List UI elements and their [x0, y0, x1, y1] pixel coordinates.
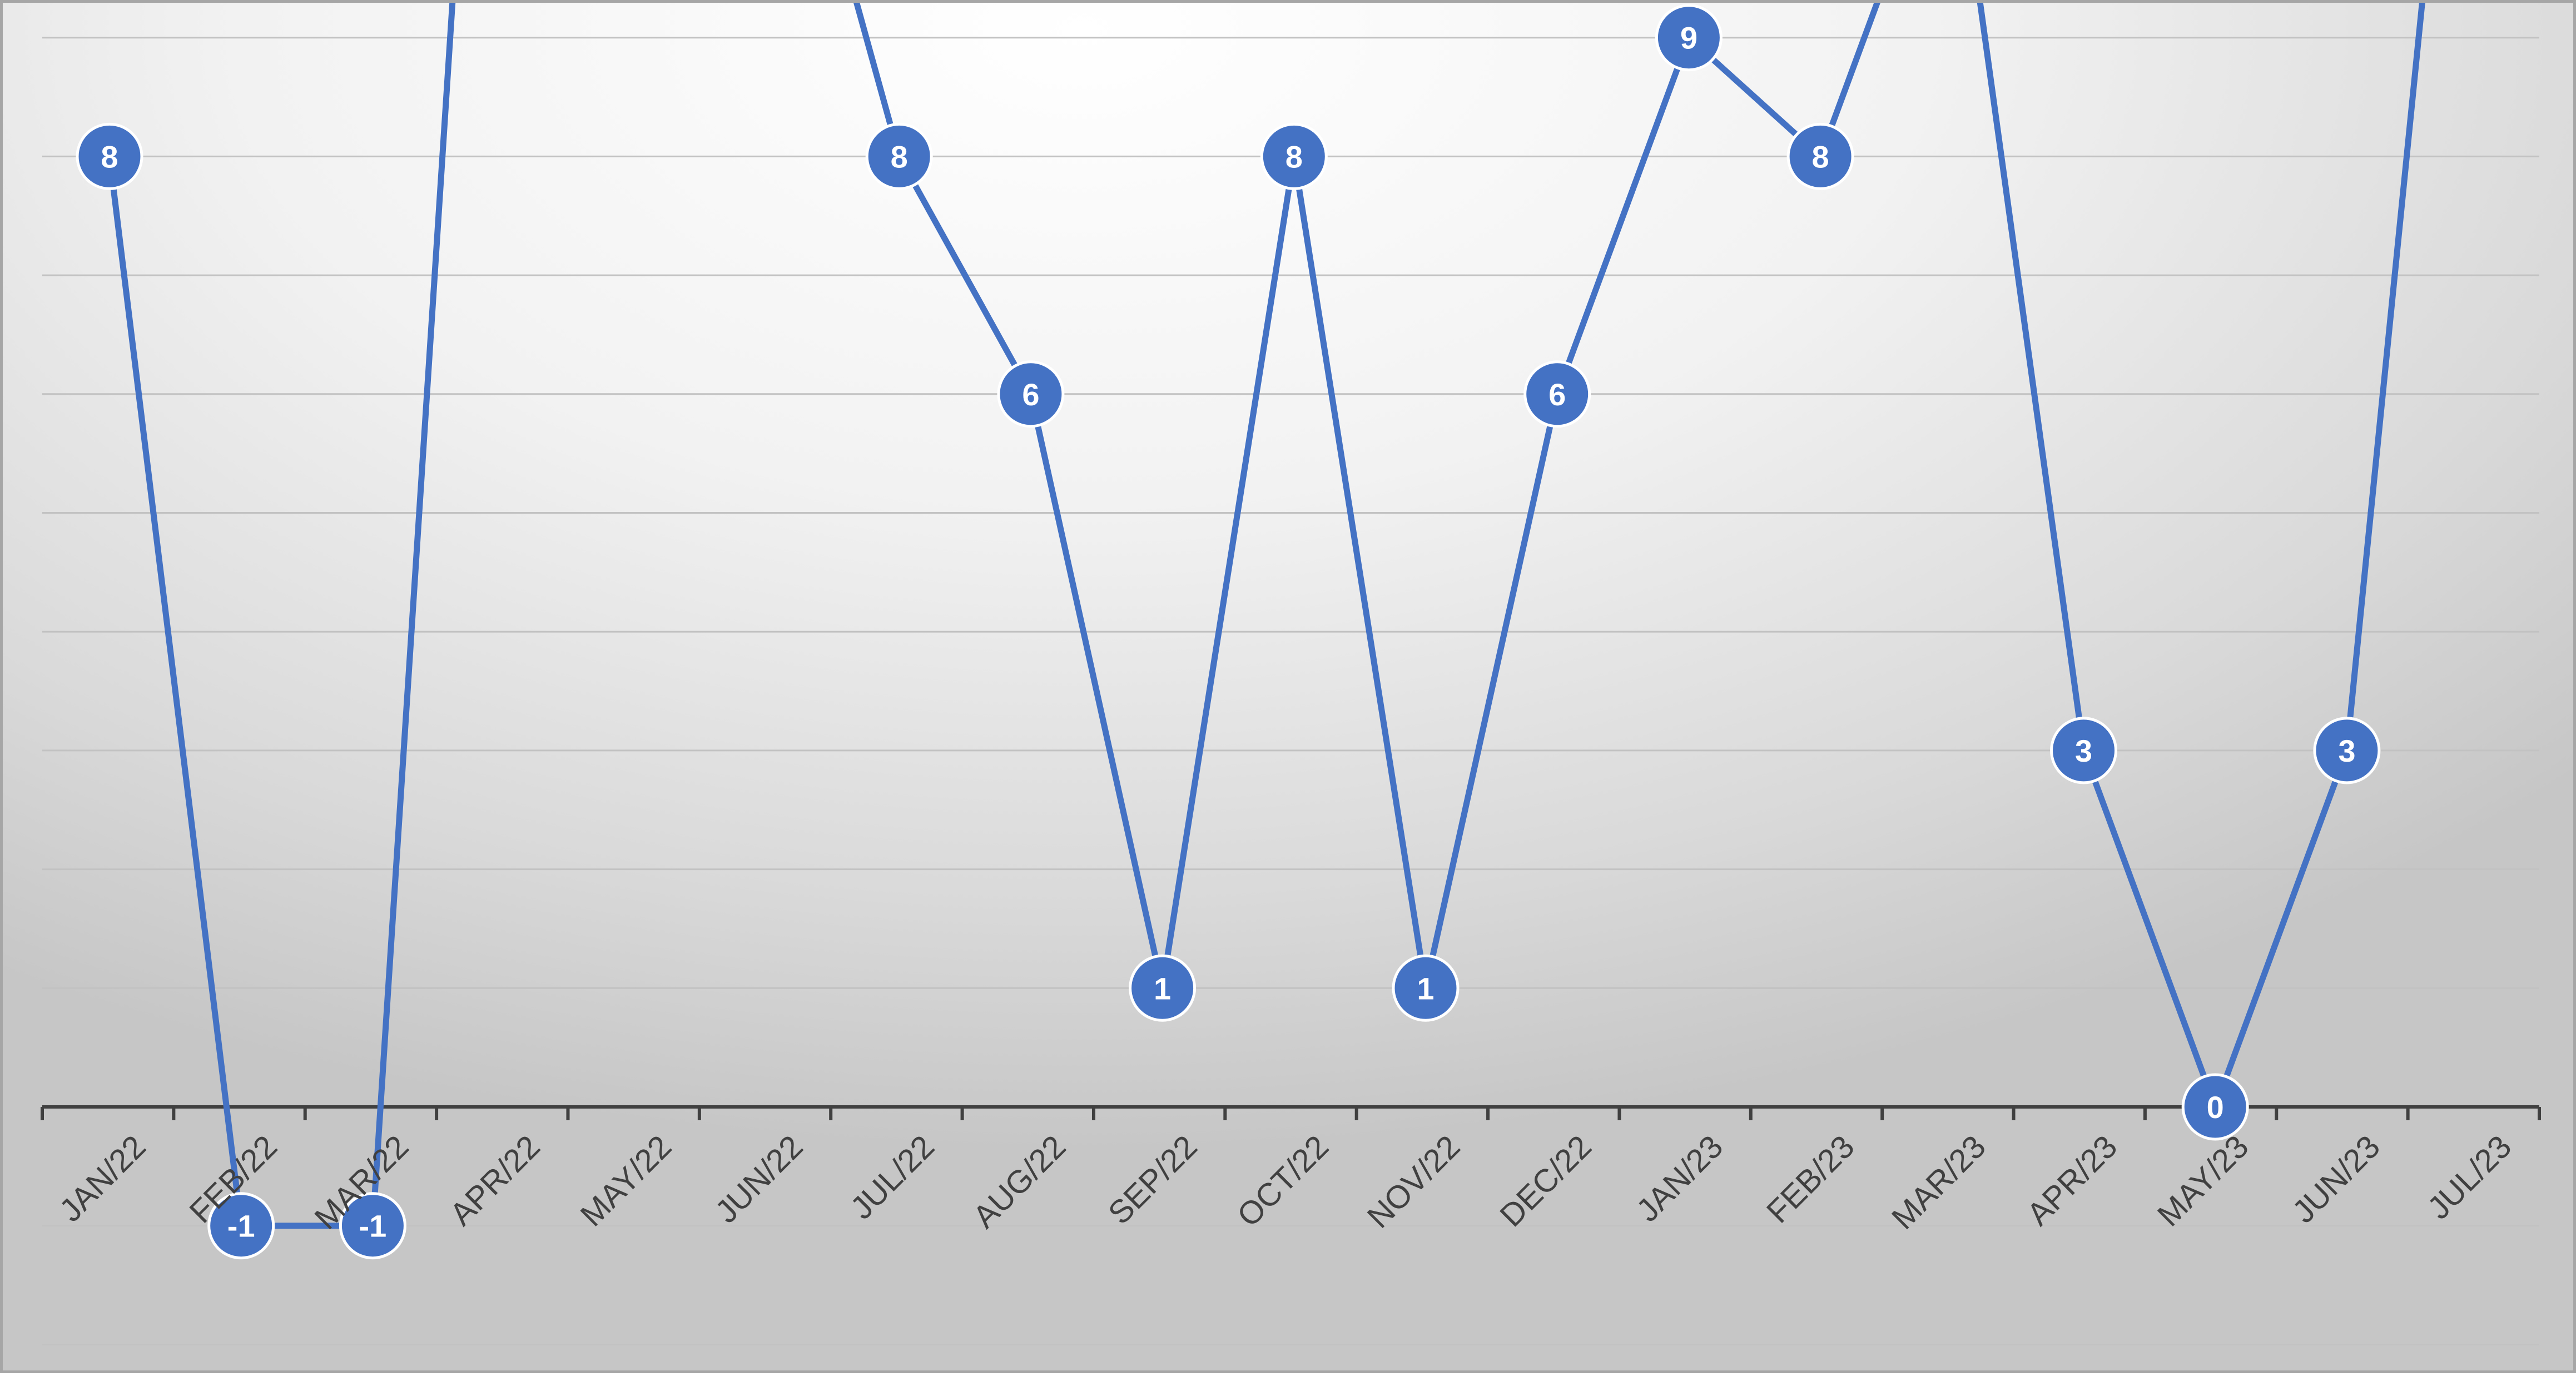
- data-label: 1: [1154, 971, 1171, 1006]
- gridlines: [42, 37, 2539, 1345]
- data-marker: [2181, 1073, 2249, 1141]
- data-marker: [1129, 954, 1197, 1022]
- data-point: 3: [2313, 717, 2381, 784]
- data-marker: [2313, 717, 2381, 784]
- data-label: 1: [1417, 971, 1434, 1006]
- data-point: 8: [865, 122, 933, 190]
- data-label: 9: [1680, 21, 1698, 56]
- data-marker: [1655, 4, 1723, 72]
- data-point: 1: [1129, 954, 1197, 1022]
- data-markers: 8-1-1161112861816981130314: [76, 4, 2381, 1260]
- data-label: 8: [1285, 139, 1303, 174]
- data-marker: [1786, 122, 1854, 190]
- x-tick-label: OCT/22: [1230, 1129, 1336, 1234]
- x-tick-label: FEB/23: [1760, 1129, 1862, 1230]
- data-marker: [1523, 360, 1591, 428]
- x-tick-label: JAN/23: [1630, 1129, 1730, 1229]
- data-point: -1: [339, 1192, 406, 1260]
- x-tick-label: JUL/23: [2421, 1129, 2519, 1226]
- line-chart: 8-1-1161112861816981130314 JAN/22FEB/22M…: [41, 3, 2541, 1345]
- x-tick-label: NOV/22: [1361, 1129, 1467, 1235]
- data-point: 8: [76, 122, 143, 190]
- data-marker: [339, 1192, 406, 1260]
- data-point: 6: [997, 360, 1065, 428]
- x-tick-label: JUN/23: [2285, 1129, 2387, 1230]
- x-tick-label: DEC/22: [1493, 1129, 1599, 1234]
- data-label: -1: [227, 1209, 255, 1244]
- data-label: 0: [2207, 1090, 2224, 1125]
- data-marker: [865, 122, 933, 190]
- x-tick-label: MAR/23: [1885, 1129, 1993, 1236]
- data-label: 8: [1812, 139, 1829, 174]
- x-tick-label: AUG/22: [966, 1129, 1073, 1235]
- data-point: 8: [1260, 122, 1328, 190]
- x-tick-label: JUL/22: [843, 1129, 941, 1226]
- data-point: 1: [1392, 954, 1460, 1022]
- data-label: 8: [101, 139, 118, 174]
- data-point: 0: [2181, 1073, 2249, 1141]
- data-label: 3: [2338, 733, 2355, 768]
- data-point: 8: [1786, 122, 1854, 190]
- x-tick-label: SEP/22: [1101, 1129, 1204, 1231]
- data-label: 3: [2075, 733, 2092, 768]
- data-marker: [1392, 954, 1460, 1022]
- data-label: 6: [1022, 377, 1039, 412]
- x-axis: [41, 1105, 2541, 1120]
- tick-labels: JAN/22 FEB/22 MAR/22 APR/22 MAY/22 JUN/22 JUL/…: [52, 1129, 2518, 1236]
- data-point: 3: [2050, 717, 2117, 784]
- x-tick-label: JAN/22: [52, 1129, 152, 1229]
- data-point: 6: [1523, 360, 1591, 428]
- data-point: -1: [207, 1192, 275, 1260]
- x-tick-label: APR/23: [2020, 1129, 2124, 1233]
- x-tick-label: JUN/22: [708, 1129, 810, 1230]
- data-marker: [997, 360, 1065, 428]
- x-tick-label: MAY/22: [573, 1129, 678, 1234]
- data-label: 6: [1548, 377, 1566, 412]
- data-marker: [1260, 122, 1328, 190]
- x-tick-label: MAY/23: [2151, 1129, 2256, 1234]
- data-point: 9: [1655, 4, 1723, 72]
- x-tick-label: APR/22: [443, 1129, 547, 1233]
- data-marker: [2050, 717, 2117, 784]
- data-label: 8: [891, 139, 908, 174]
- data-label: -1: [359, 1209, 387, 1244]
- data-marker: [207, 1192, 275, 1260]
- data-marker: [76, 122, 143, 190]
